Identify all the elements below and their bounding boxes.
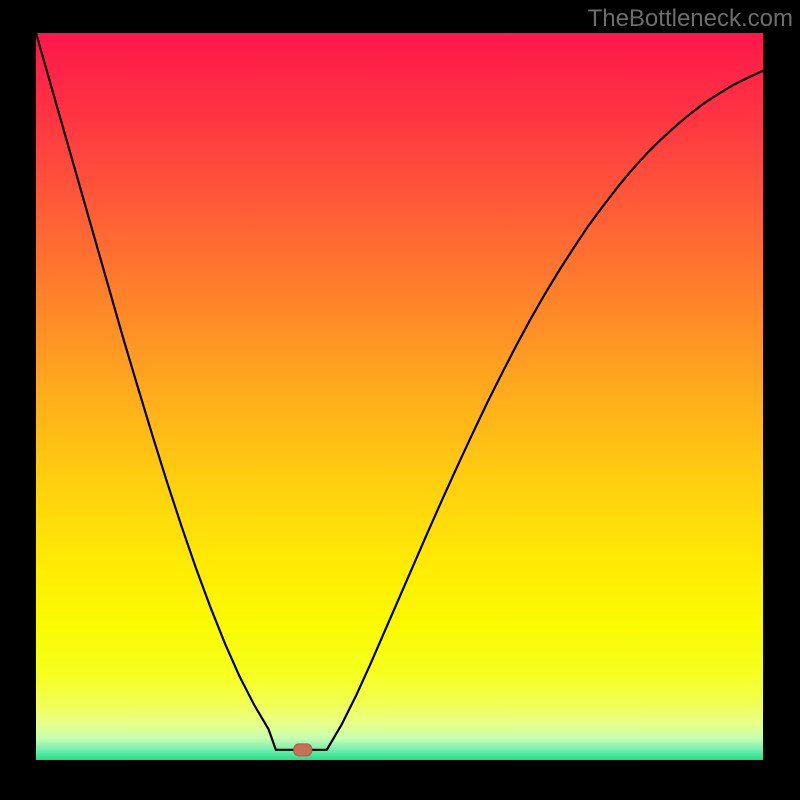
watermark-text: TheBottleneck.com — [588, 5, 793, 33]
bottleneck-chart — [0, 0, 800, 800]
minimum-marker — [294, 744, 312, 756]
plot-background-gradient — [36, 33, 763, 760]
